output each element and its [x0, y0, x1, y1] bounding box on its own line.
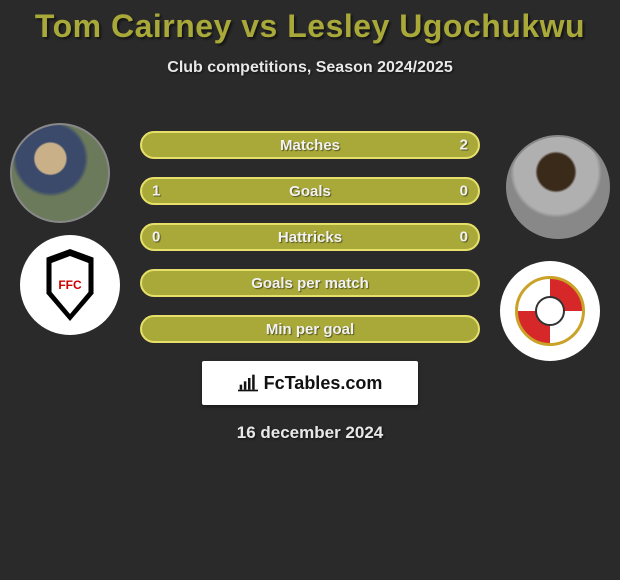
page-title: Tom Cairney vs Lesley Ugochukwu — [0, 8, 620, 45]
stat-left-value: 1 — [152, 183, 160, 200]
player-left-avatar — [10, 123, 110, 223]
stat-row-goals-per-match: Goals per match — [140, 269, 480, 297]
stat-row-matches: Matches 2 — [140, 131, 480, 159]
stat-row-hattricks: 0 Hattricks 0 — [140, 223, 480, 251]
stat-rows: Matches 2 1 Goals 0 0 Hattricks 0 Goals … — [140, 131, 480, 343]
stat-label: Hattricks — [278, 229, 342, 246]
stat-label: Goals per match — [251, 275, 369, 292]
brand-text: FcTables.com — [264, 373, 383, 394]
stat-label: Matches — [280, 137, 340, 154]
stat-label: Goals — [289, 183, 331, 200]
date-text: 16 december 2024 — [0, 423, 620, 443]
stat-row-min-per-goal: Min per goal — [140, 315, 480, 343]
brand-badge: FcTables.com — [202, 361, 418, 405]
subtitle: Club competitions, Season 2024/2025 — [0, 59, 620, 77]
stat-right-value: 0 — [460, 183, 468, 200]
fulham-crest-icon: FFC — [48, 256, 92, 314]
stat-label: Min per goal — [266, 321, 354, 338]
comparison-body: FFC Matches 2 1 Goals 0 0 Hattricks 0 — [0, 107, 620, 347]
stat-right-value: 0 — [460, 229, 468, 246]
stat-row-goals: 1 Goals 0 — [140, 177, 480, 205]
stat-left-value: 0 — [152, 229, 160, 246]
comparison-card: Tom Cairney vs Lesley Ugochukwu Club com… — [0, 0, 620, 443]
club-left-crest: FFC — [20, 235, 120, 335]
player-right-avatar — [506, 135, 610, 239]
club-right-crest — [500, 261, 600, 361]
bar-chart-icon — [238, 374, 258, 392]
stat-right-value: 2 — [460, 137, 468, 154]
southampton-crest-icon — [515, 276, 585, 346]
